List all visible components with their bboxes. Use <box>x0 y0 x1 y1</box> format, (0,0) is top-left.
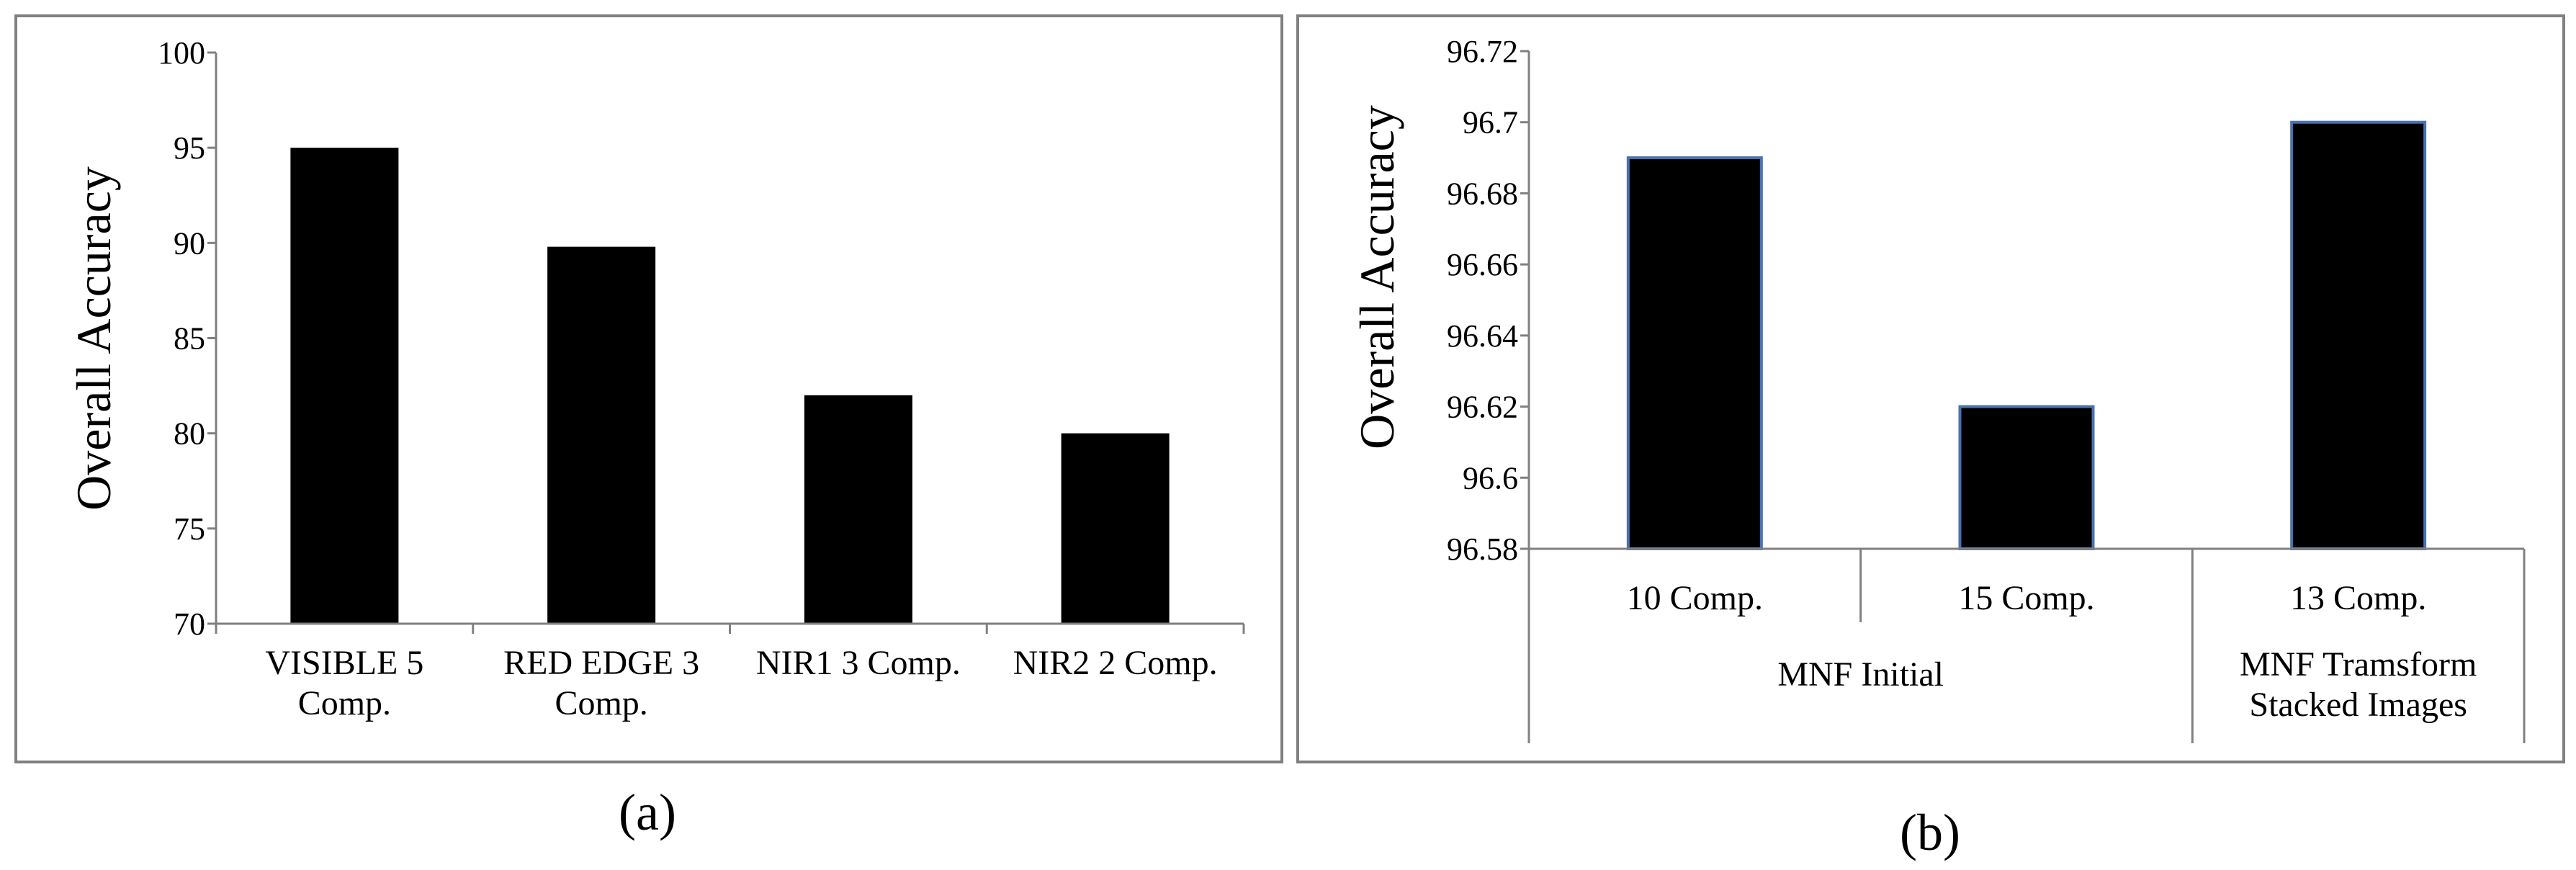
chart-a-bar <box>804 395 912 624</box>
chart-b-y-tick-label: 96.64 <box>1447 318 1518 354</box>
chart-b-category-labels: 10 Comp. 15 Comp. 13 Comp. <box>1627 579 2427 617</box>
chart-b-y-ticks: 96.58 96.6 96.62 96.64 96.66 96.68 96.7 96.72 <box>1447 34 1529 567</box>
chart-a-bar <box>290 148 399 624</box>
chart-a-category-label-line: NIR1 3 Comp. <box>756 644 961 682</box>
chart-a-category-label-line: Comp. <box>555 684 647 722</box>
chart-a-category-label: VISIBLE 5 Comp. <box>265 644 423 722</box>
chart-b-y-tick-label: 96.68 <box>1447 176 1518 211</box>
chart-a-category-label-line: Comp. <box>298 684 391 722</box>
chart-b-bar <box>1626 156 1763 551</box>
chart-a-bars <box>290 148 1170 624</box>
chart-a-y-tick-label: 80 <box>174 416 205 452</box>
chart-b-group-label-line: Stacked Images <box>2249 686 2467 724</box>
chart-b-group-label: MNF Tramsform Stacked Images <box>2240 645 2477 724</box>
panel-label-a: (a) <box>619 784 676 841</box>
chart-a-y-ticks: 70 75 80 85 90 95 100 <box>158 35 216 642</box>
chart-a-y-axis-title: Overall Accuracy <box>66 166 121 511</box>
chart-b-group-label: MNF Initial <box>1777 655 1944 694</box>
chart-a-category-label: NIR1 3 Comp. <box>756 644 961 682</box>
chart-a-category-label-line: RED EDGE 3 <box>503 644 699 682</box>
chart-a-bar <box>1061 433 1170 624</box>
chart-b-category-label: 15 Comp. <box>1958 579 2094 617</box>
chart-a-y-tick-label: 95 <box>174 130 205 166</box>
chart-b-y-tick-label: 96.66 <box>1447 247 1518 282</box>
chart-b-y-tick-label: 96.72 <box>1447 34 1518 69</box>
chart-b-group-label-line: MNF Tramsform <box>2240 645 2477 683</box>
chart-panel-b: 96.58 96.6 96.62 96.64 96.66 96.68 96.7 96.72 1… <box>1296 14 2565 763</box>
chart-b-y-tick-label: 96.7 <box>1463 105 1518 140</box>
panel-label-b: (b) <box>1900 804 1960 861</box>
chart-b-y-tick-label: 96.62 <box>1447 390 1518 425</box>
chart-b-y-tick-label: 96.6 <box>1463 460 1518 495</box>
chart-a-category-label-line: VISIBLE 5 <box>265 644 423 682</box>
chart-b-bars <box>1626 120 2427 551</box>
chart-b-bar <box>1958 405 2095 550</box>
chart-b-y-axis-title: Overall Accuracy <box>1350 105 1404 449</box>
chart-b-category-label: 10 Comp. <box>1627 579 1763 617</box>
chart-b-bar <box>2290 120 2427 550</box>
chart-a-category-label-line: NIR2 2 Comp. <box>1013 644 1218 682</box>
chart-a-y-tick-label: 90 <box>174 225 205 261</box>
chart-a-y-tick-label: 75 <box>174 511 205 547</box>
chart-a-category-label: RED EDGE 3 Comp. <box>503 644 699 722</box>
chart-b-category-label: 13 Comp. <box>2290 579 2426 617</box>
chart-b-y-tick-label: 96.58 <box>1447 532 1518 567</box>
chart-a-y-tick-label: 85 <box>174 321 205 356</box>
chart-a-x-ticks <box>215 624 1245 634</box>
chart-a-category-labels: VISIBLE 5 Comp.RED EDGE 3 Comp.NIR1 3 Comp… <box>265 644 1217 722</box>
chart-b-group-labels: MNF Initial MNF Tramsform Stacked Images <box>1777 645 2477 724</box>
chart-a-bar <box>547 246 656 624</box>
chart-a-category-label: NIR2 2 Comp. <box>1013 644 1218 682</box>
chart-b-group-label-line: MNF Initial <box>1777 655 1944 694</box>
chart-b-x-ticks <box>1527 549 2526 743</box>
chart-a-y-tick-label: 100 <box>158 35 205 71</box>
chart-a-y-tick-label: 70 <box>174 606 205 642</box>
